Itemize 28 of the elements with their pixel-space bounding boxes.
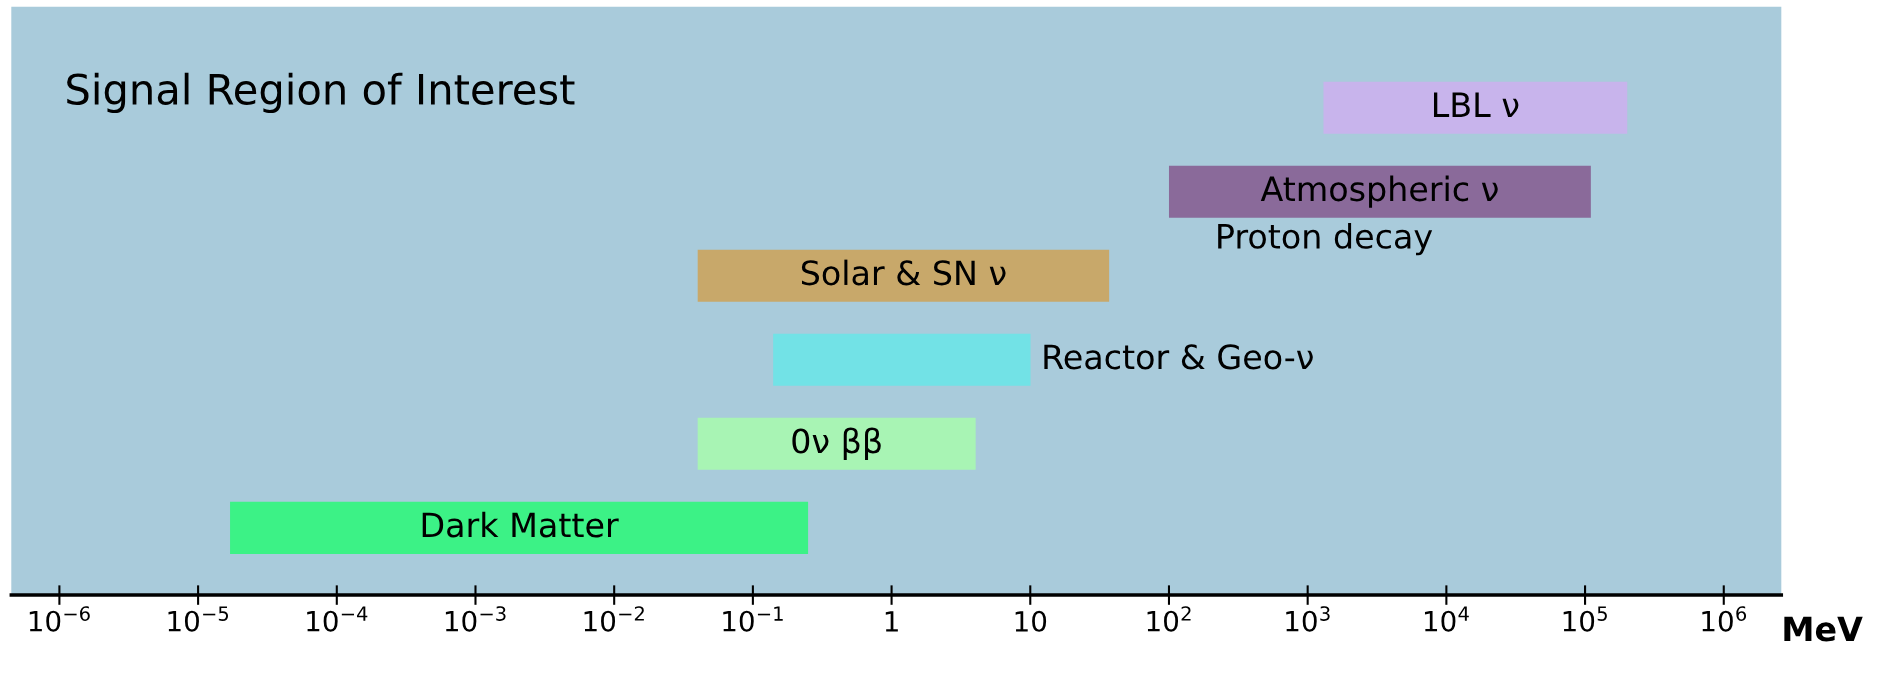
y-tick-label: 0ν ββ [792,427,881,461]
x-tick-label: 10$^{−1}$ [723,606,783,632]
annotation: Proton decay [1218,223,1433,256]
x-tick-label: 10$^{−4}$ [307,606,368,632]
y-tick-label: LBL ν [1434,92,1519,117]
x-tick-label: 10 [1015,610,1047,632]
y-tick-label: Atmospheric ν [1260,175,1498,208]
x-tick-label: 10$^{−3}$ [445,606,506,632]
x-axis-title: MeV [1784,616,1863,642]
x-tick-label: 10$^{−2}$ [584,606,644,632]
x-tick-label: 10$^{4}$ [1424,606,1469,632]
x-tick-label: 10$^{−5}$ [168,606,229,632]
x-tick-label: 10$^{6}$ [1702,606,1747,632]
bar [1168,165,1591,218]
chart-title: Signal Region of Interest [67,72,575,114]
bar [697,249,1110,302]
x-tick-label: 10$^{2}$ [1147,606,1191,632]
bar [1323,81,1628,134]
y-tick-label: Reactor & Geo-ν [1044,344,1313,370]
bar [697,417,976,470]
y-tick-label: Solar & SN ν [801,259,1006,286]
x-tick-label: 10$^{5}$ [1563,606,1607,632]
x-tick-label: 10$^{−6}$ [29,606,90,632]
x-tick-label: 1 [885,611,898,632]
x-tick-label: 10$^{3}$ [1286,606,1330,632]
bar [230,501,809,554]
y-tick-label: Dark Matter [422,511,619,538]
bar [773,333,1031,386]
